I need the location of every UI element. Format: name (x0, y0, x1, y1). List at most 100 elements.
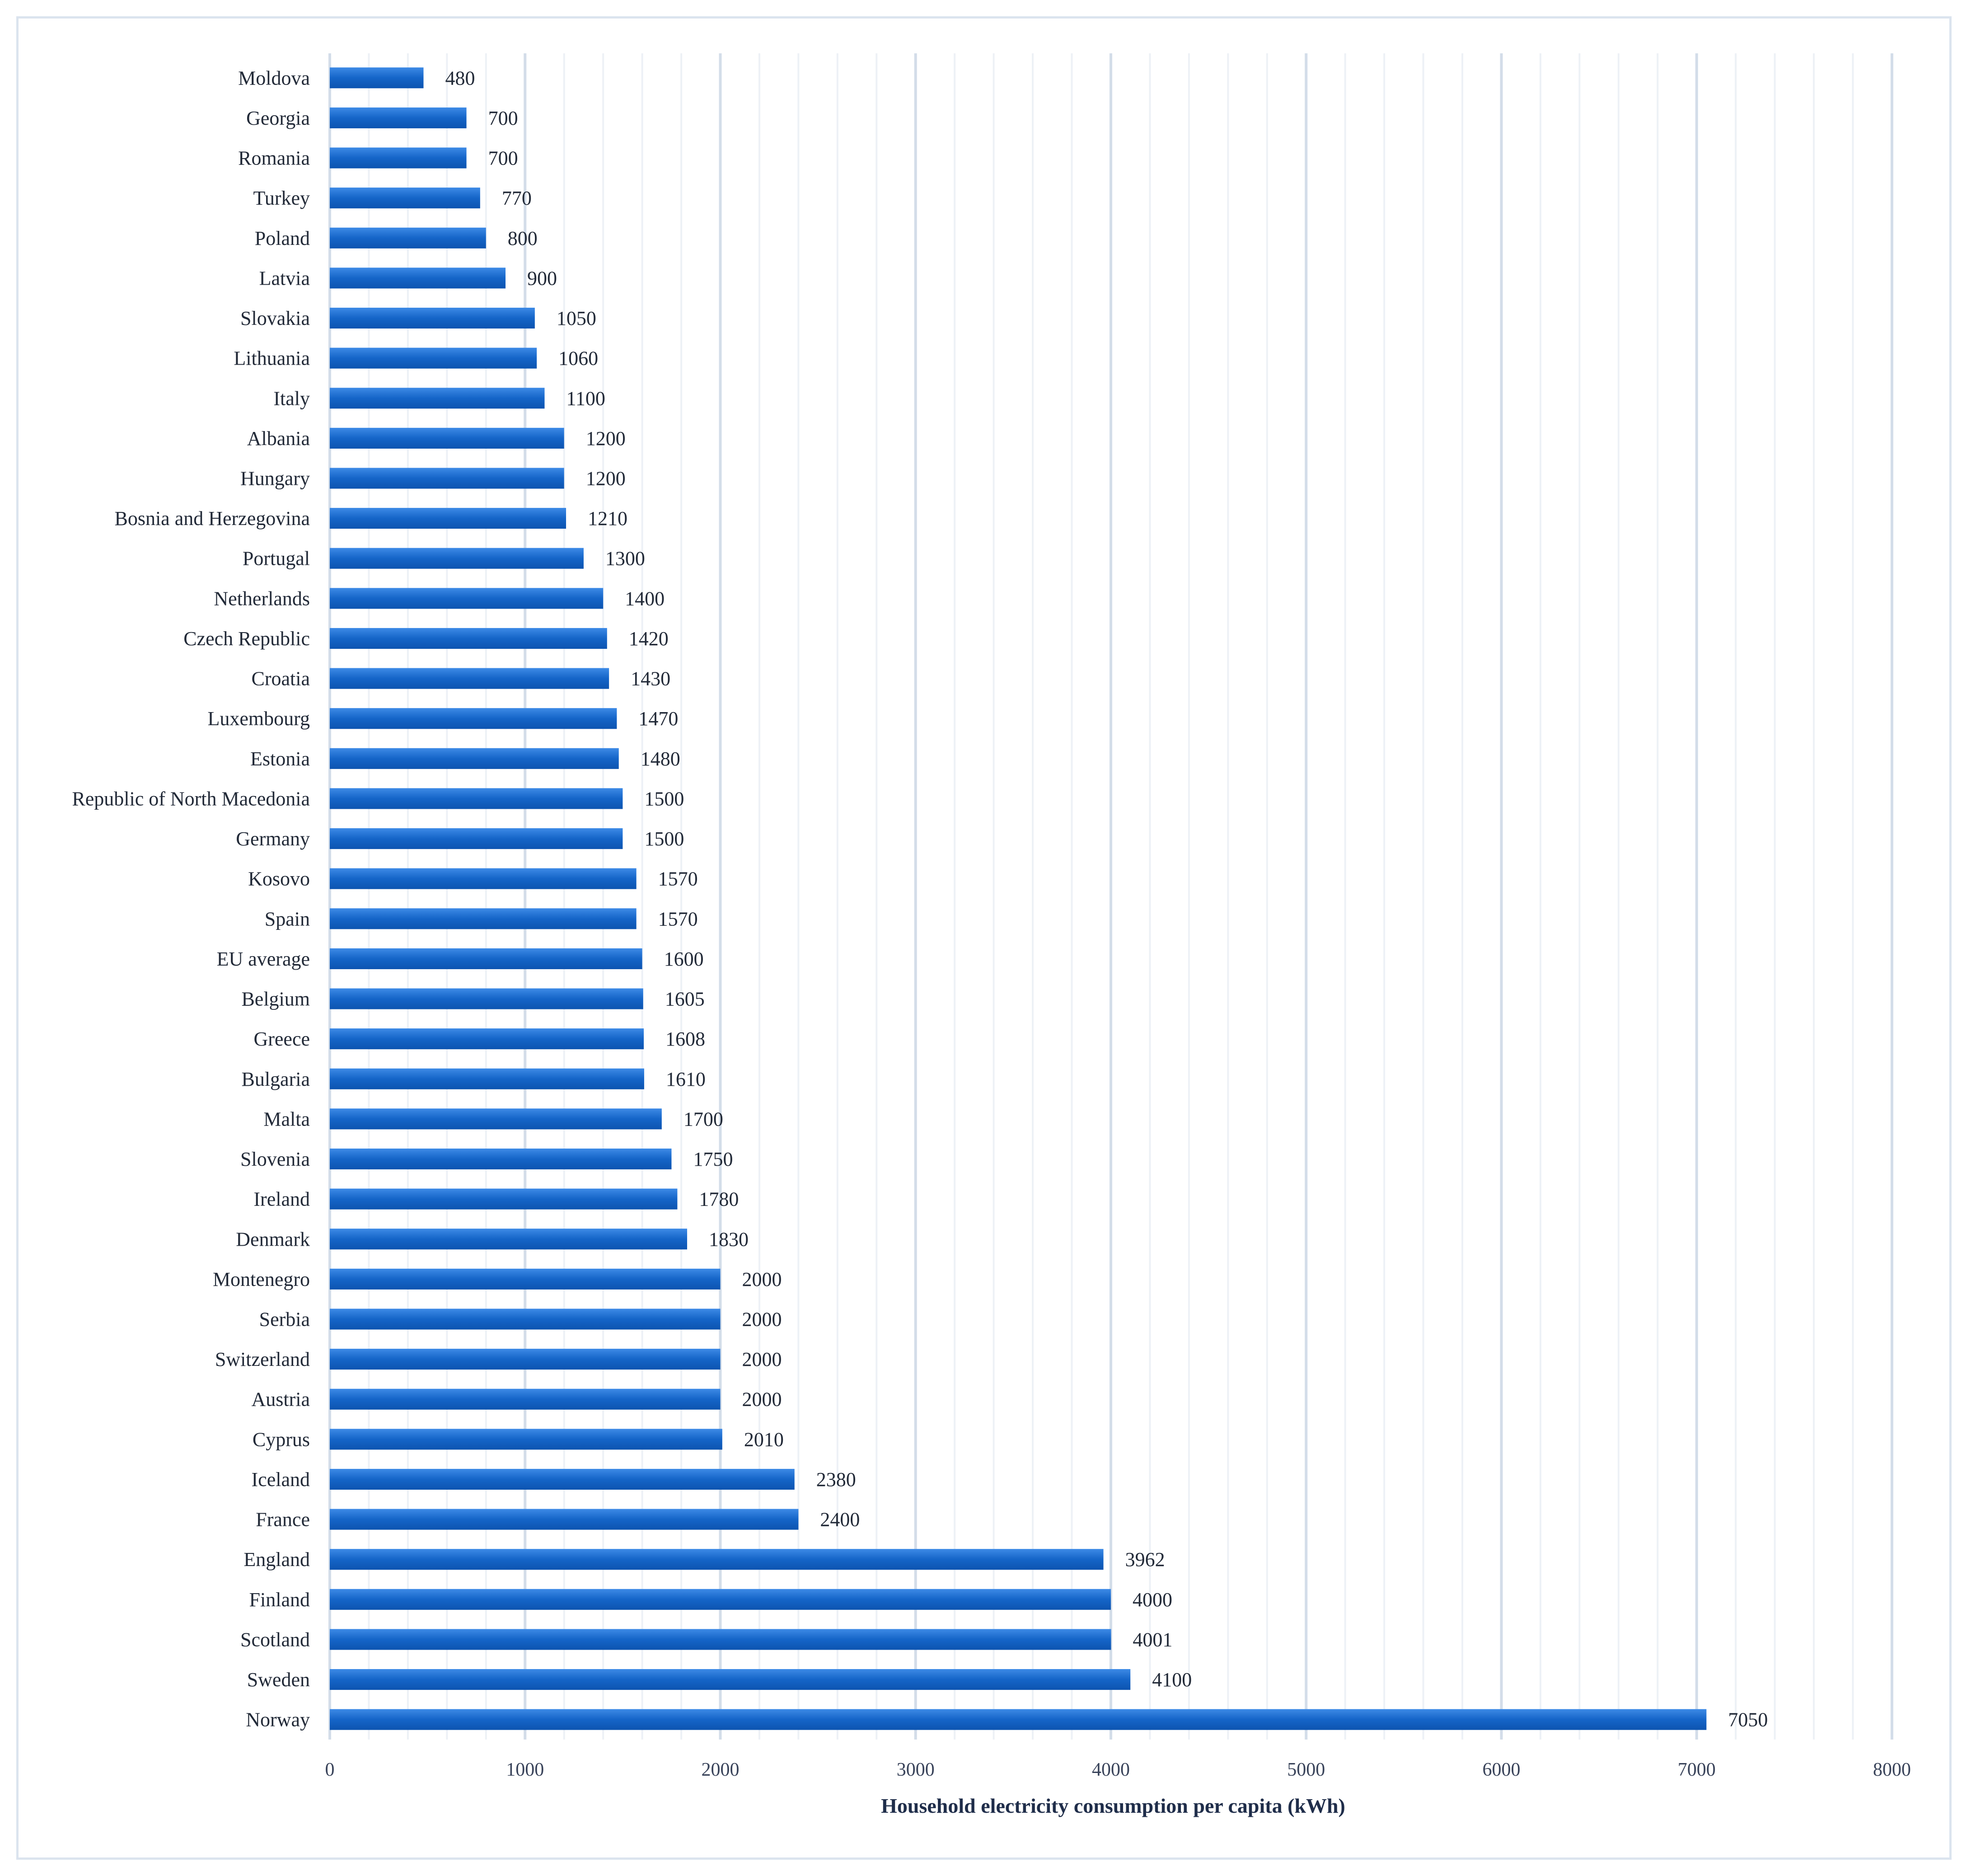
bar (330, 508, 566, 529)
category-label: Spain (265, 908, 310, 930)
bar (330, 1709, 1707, 1730)
bar (330, 1148, 672, 1170)
value-label: 2000 (742, 1309, 782, 1331)
category-label: Romania (238, 147, 310, 169)
x-tick-label: 7000 (1678, 1759, 1716, 1780)
bar (330, 1509, 799, 1530)
category-label: Kosovo (248, 868, 310, 890)
category-label: Germany (236, 828, 310, 850)
bar (330, 147, 467, 169)
category-label: Croatia (251, 668, 310, 690)
value-label: 700 (488, 147, 518, 169)
category-label: Bosnia and Herzegovina (114, 507, 310, 530)
category-label: Hungary (240, 468, 310, 490)
value-label: 1210 (588, 507, 627, 530)
bar (330, 1629, 1111, 1650)
bar (330, 908, 637, 929)
value-label: 4001 (1133, 1628, 1172, 1651)
category-label: Greece (253, 1028, 310, 1050)
value-label: 3962 (1125, 1548, 1165, 1571)
value-label: 4000 (1133, 1589, 1172, 1611)
value-label: 1608 (665, 1028, 705, 1050)
category-label: Serbia (259, 1309, 310, 1331)
bar (330, 708, 617, 729)
x-tick-label: 0 (325, 1759, 335, 1780)
x-tick-label: 5000 (1287, 1759, 1325, 1780)
value-label: 1600 (664, 948, 704, 970)
value-label: 1830 (709, 1228, 749, 1250)
bar (330, 868, 637, 889)
grid-lines (328, 53, 1893, 1740)
bar (330, 1549, 1104, 1570)
category-label: Ireland (253, 1188, 310, 1210)
category-label: Belgium (241, 988, 310, 1010)
category-label: England (243, 1548, 310, 1571)
bar (330, 388, 545, 409)
category-label: Slovenia (240, 1148, 310, 1170)
bar (330, 67, 424, 89)
value-label: 2000 (742, 1348, 782, 1370)
value-label: 2400 (820, 1509, 860, 1531)
x-tick-label: 8000 (1873, 1759, 1911, 1780)
category-label: Austria (251, 1388, 310, 1411)
x-tick-label: 4000 (1092, 1759, 1130, 1780)
bar (330, 788, 623, 809)
category-label: Montenegro (213, 1268, 310, 1290)
category-label: Norway (246, 1709, 310, 1731)
category-label: Estonia (250, 748, 310, 770)
value-label: 1570 (658, 908, 698, 930)
category-label: Finland (249, 1589, 310, 1611)
value-label: 1700 (684, 1108, 723, 1130)
bar (330, 668, 609, 689)
category-label: Denmark (236, 1228, 310, 1250)
bar (330, 628, 607, 649)
bar (330, 1268, 721, 1290)
value-label: 1480 (641, 748, 680, 770)
bar (330, 1589, 1111, 1610)
category-label: Netherlands (214, 587, 310, 610)
category-label: EU average (217, 948, 310, 970)
bar (330, 1229, 688, 1250)
value-label: 1500 (644, 828, 684, 850)
value-label: 2000 (742, 1388, 782, 1411)
value-label: 1430 (631, 668, 670, 690)
value-label: 1100 (566, 387, 605, 409)
bar (330, 1188, 678, 1210)
value-label: 1500 (644, 788, 684, 810)
bar (330, 227, 486, 249)
category-label: Lithuania (234, 347, 310, 370)
x-tick-labels: 0 1000 2000 3000 4000 5000 6000 7000 8000 (325, 1759, 1911, 1780)
bar (330, 1669, 1131, 1690)
x-tick-label: 2000 (702, 1759, 740, 1780)
bar (330, 468, 564, 489)
value-label: 1060 (558, 347, 598, 370)
value-label: 900 (527, 267, 557, 289)
value-label: 800 (508, 227, 538, 249)
value-label: 1300 (605, 548, 645, 570)
value-label: 1610 (666, 1068, 706, 1090)
category-label: Latvia (259, 267, 310, 289)
category-label: Poland (255, 227, 310, 249)
x-tick-label: 1000 (506, 1759, 544, 1780)
bar (330, 427, 564, 449)
category-label: Sweden (247, 1669, 310, 1691)
category-label: Bulgaria (241, 1068, 310, 1090)
value-label: 2000 (742, 1268, 782, 1290)
x-axis-title: Household electricity consumption per ca… (881, 1794, 1345, 1817)
bar (330, 1309, 721, 1330)
bar (330, 948, 642, 969)
category-labels: Moldova Georgia Romania Turkey Poland Latvia S… (72, 67, 310, 1731)
value-label: 1570 (658, 868, 698, 890)
category-label: Malta (263, 1108, 310, 1130)
bars (330, 67, 1707, 1730)
bar (330, 347, 537, 369)
bar (330, 1468, 795, 1490)
value-label: 700 (488, 107, 518, 129)
category-label: Iceland (252, 1468, 310, 1491)
category-label: Scotland (240, 1628, 310, 1651)
category-label: Albania (247, 427, 310, 450)
bar (330, 548, 584, 569)
value-label: 480 (445, 67, 475, 89)
